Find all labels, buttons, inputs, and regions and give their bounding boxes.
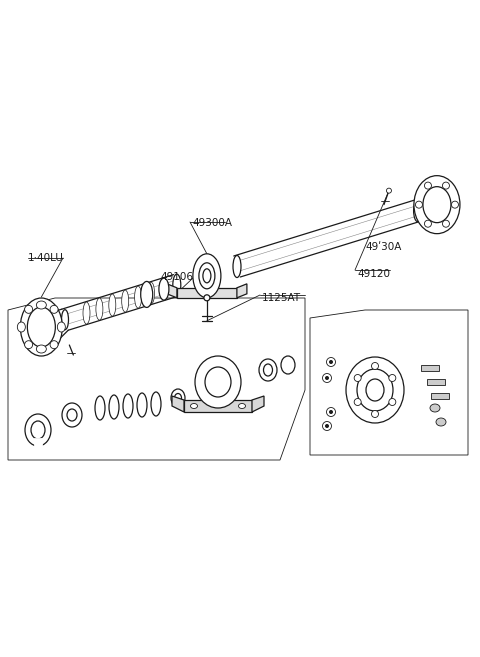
Ellipse shape — [323, 373, 332, 382]
Ellipse shape — [50, 306, 58, 313]
Ellipse shape — [134, 286, 142, 308]
Polygon shape — [237, 284, 247, 298]
Ellipse shape — [17, 322, 25, 332]
Ellipse shape — [430, 404, 440, 412]
Ellipse shape — [205, 367, 231, 397]
Ellipse shape — [372, 363, 379, 369]
Ellipse shape — [151, 392, 161, 416]
Ellipse shape — [191, 403, 197, 409]
Ellipse shape — [193, 254, 221, 298]
Polygon shape — [177, 288, 237, 298]
Ellipse shape — [436, 418, 446, 426]
Ellipse shape — [50, 341, 58, 349]
Ellipse shape — [264, 364, 273, 376]
Ellipse shape — [326, 357, 336, 367]
Ellipse shape — [195, 356, 241, 408]
Ellipse shape — [173, 274, 181, 296]
Ellipse shape — [36, 345, 47, 353]
Ellipse shape — [175, 394, 181, 403]
Ellipse shape — [357, 369, 393, 411]
Ellipse shape — [27, 307, 55, 347]
Ellipse shape — [123, 394, 133, 418]
Ellipse shape — [96, 298, 103, 320]
Ellipse shape — [24, 341, 33, 349]
Ellipse shape — [31, 421, 45, 439]
Text: 49300A: 49300A — [192, 218, 232, 228]
Ellipse shape — [159, 278, 169, 300]
Polygon shape — [172, 396, 184, 412]
Ellipse shape — [36, 301, 47, 309]
Text: 1·40LU: 1·40LU — [28, 253, 64, 263]
Ellipse shape — [57, 322, 65, 332]
Ellipse shape — [354, 399, 361, 405]
Bar — [427, 379, 445, 385]
Ellipse shape — [20, 298, 62, 356]
Ellipse shape — [83, 302, 90, 324]
Ellipse shape — [346, 357, 404, 423]
Ellipse shape — [325, 424, 329, 428]
Ellipse shape — [199, 263, 215, 289]
Ellipse shape — [329, 360, 333, 364]
Ellipse shape — [281, 356, 295, 374]
Ellipse shape — [323, 422, 332, 430]
Bar — [35, 439, 41, 449]
Ellipse shape — [326, 407, 336, 417]
Ellipse shape — [389, 374, 396, 382]
Ellipse shape — [366, 379, 384, 401]
Ellipse shape — [147, 282, 155, 304]
Ellipse shape — [62, 403, 82, 427]
Ellipse shape — [67, 409, 77, 421]
Ellipse shape — [443, 220, 449, 227]
Ellipse shape — [452, 201, 458, 208]
Ellipse shape — [424, 182, 432, 189]
Ellipse shape — [354, 374, 361, 382]
Text: 49120: 49120 — [357, 269, 390, 279]
Ellipse shape — [443, 182, 449, 189]
Ellipse shape — [24, 306, 33, 313]
Ellipse shape — [233, 256, 241, 277]
Ellipse shape — [109, 294, 116, 316]
Ellipse shape — [259, 359, 277, 381]
Ellipse shape — [95, 396, 105, 420]
Text: 49ʹ30A: 49ʹ30A — [365, 242, 401, 252]
Ellipse shape — [389, 399, 396, 405]
Text: 49106: 49106 — [160, 272, 193, 282]
Ellipse shape — [109, 395, 119, 419]
Ellipse shape — [61, 309, 69, 330]
Ellipse shape — [160, 278, 168, 300]
Polygon shape — [167, 284, 177, 298]
Ellipse shape — [204, 295, 210, 301]
Ellipse shape — [25, 414, 51, 446]
Ellipse shape — [329, 410, 333, 414]
Bar — [431, 393, 449, 399]
Ellipse shape — [386, 188, 392, 193]
Ellipse shape — [137, 393, 147, 417]
Ellipse shape — [416, 201, 422, 208]
Bar — [421, 365, 439, 371]
Ellipse shape — [424, 220, 432, 227]
Ellipse shape — [122, 290, 129, 312]
Ellipse shape — [414, 200, 421, 221]
Text: 1125AT: 1125AT — [262, 293, 301, 303]
Polygon shape — [252, 396, 264, 412]
Ellipse shape — [414, 175, 460, 234]
Polygon shape — [184, 400, 252, 412]
Ellipse shape — [141, 281, 153, 307]
Ellipse shape — [423, 187, 451, 223]
Ellipse shape — [325, 376, 329, 380]
Ellipse shape — [372, 411, 379, 417]
Ellipse shape — [171, 389, 185, 407]
Ellipse shape — [239, 403, 245, 409]
